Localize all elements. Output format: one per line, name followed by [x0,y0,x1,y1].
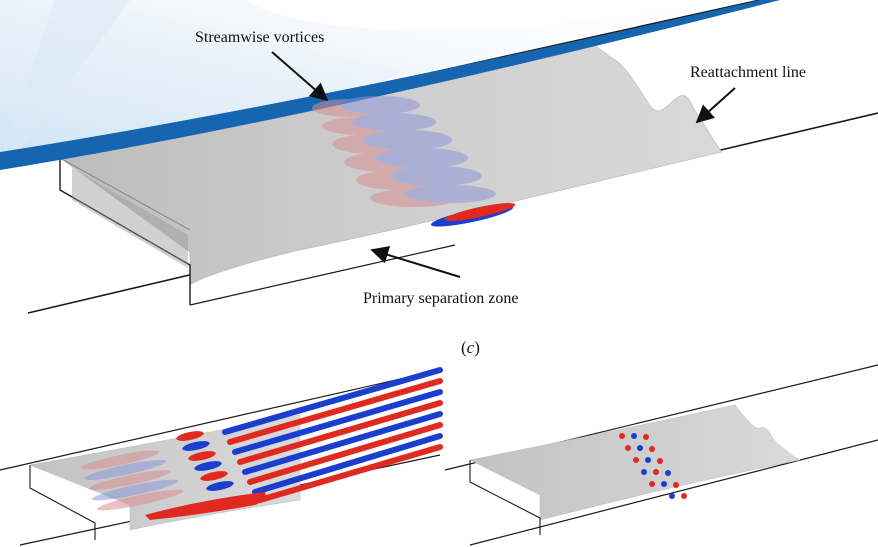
vortex-dot-red [633,457,639,463]
panel-label: (c) [461,338,480,357]
step-box-bottom [189,244,456,306]
vortex-blob-red [200,471,228,481]
vortex-dot-blue [637,445,643,451]
bottom-right-panel [444,364,878,546]
vortex-streak-blue [252,433,443,495]
vortex-blob-blue [206,481,234,491]
vortex-dot-red [657,458,663,464]
vortex-dot-blue [661,481,667,487]
vortex-dot-red [649,481,655,487]
label-primary-separation-zone: Primary separation zone [363,290,519,307]
vortex-strong-main [430,203,516,227]
vortex-blue [390,166,482,186]
vortex-dot-red [681,493,687,499]
arrow-reattachment-line [695,87,736,124]
vortex-array-main [312,96,496,207]
vortex-red [80,450,160,470]
step-box-left [29,465,96,540]
vortex-blob-blue [194,461,222,471]
bottom-left-panel [0,367,443,546]
vortex-streak-red [237,400,443,465]
vortex-blue [83,459,167,481]
vortex-dot-red [619,433,625,439]
vortex-dot-red [643,434,649,440]
shock-wave-band [0,0,780,170]
vortex-blue [364,130,452,150]
vortex-dot-blue [669,493,675,499]
vortex-dot-red [673,482,679,488]
vortex-large-red [145,492,266,520]
step-box [59,158,191,305]
vortex-red-strong [444,203,516,221]
vortex-streak-red [227,378,443,445]
vortex-streak-blue [222,367,443,435]
vortex-dot-red [653,469,659,475]
vortex-streak-red [247,422,443,485]
vortex-dot-red [649,446,655,452]
vortex-blob-blue [182,441,210,451]
label-reattachment-line: Reattachment line [690,64,806,81]
vortex-blue [376,148,468,168]
vortex-blue [404,185,496,203]
vortex-dot-blue [645,457,651,463]
vortex-blue [340,96,420,114]
plate-edge-near-right [469,439,878,546]
arrow-streamwise-vortices [271,51,329,102]
vortex-blue [352,113,436,131]
vortex-dot-blue [665,470,671,476]
vortex-streak-red [257,444,443,503]
plate-edge-far-left [0,369,441,471]
step-box-right [469,460,541,535]
vortex-streak-blue [232,389,443,455]
vortex-blue [91,479,179,501]
vortex-blob-red [176,431,204,441]
vortex-array-left-faint [80,450,184,511]
vortex-dot-red [625,445,631,451]
vortex-blob-red [188,451,216,461]
vortex-dots-right [619,433,687,499]
arrow-primary-separation-zone [370,246,461,278]
vortex-red [88,469,172,491]
vortex-streak-blue [242,411,443,475]
step-box-dark-face [72,168,188,268]
vortex-red [96,489,184,511]
vortex-dot-blue [631,433,637,439]
main-panel: Streamwise vortices Reattachment line Pr… [0,0,878,314]
label-streamwise-vortices: Streamwise vortices [195,29,324,46]
vortex-streaks-left [145,367,443,520]
vortex-dot-blue [641,469,647,475]
shock-wave-fan-inner [0,0,130,160]
step-box-top [59,157,191,231]
